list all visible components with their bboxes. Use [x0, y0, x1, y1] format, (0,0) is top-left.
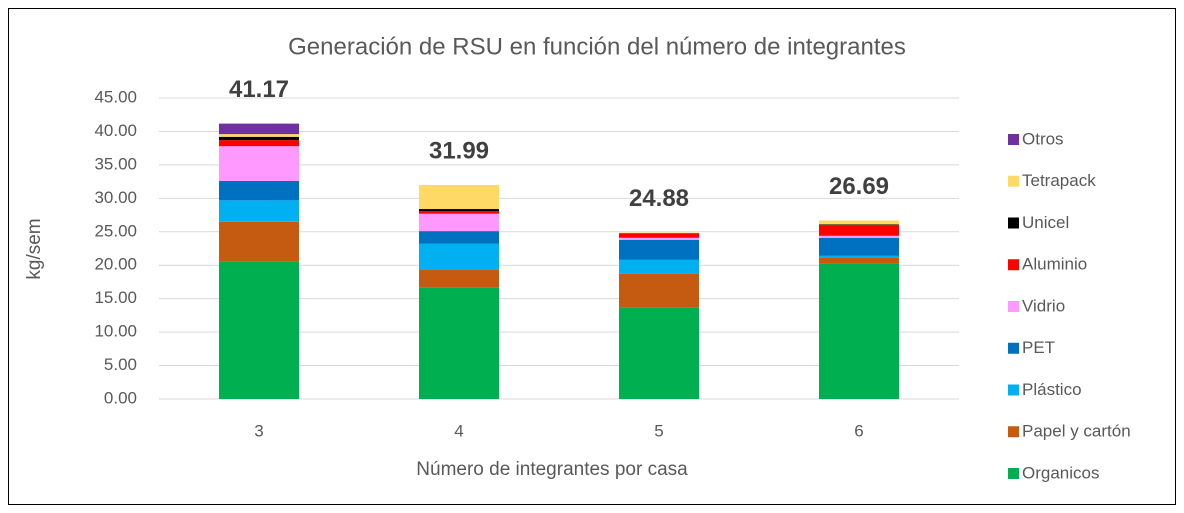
- legend-swatch: [1008, 384, 1019, 396]
- bar-segment: [819, 257, 899, 264]
- y-tick-label: 10.00: [94, 322, 137, 341]
- legend-label: Vidrio: [1022, 296, 1065, 315]
- legend-swatch: [1008, 468, 1019, 479]
- y-tick-label: 35.00: [94, 154, 137, 173]
- bar-segment: [619, 232, 699, 234]
- legend-label: Plástico: [1022, 380, 1082, 399]
- legend-swatch: [1008, 259, 1019, 271]
- total-label: 31.99: [429, 137, 489, 164]
- bar-segment: [819, 225, 899, 236]
- bar-segment: [419, 287, 499, 399]
- bar-segment: [219, 140, 299, 147]
- y-tick-label: 40.00: [94, 121, 137, 140]
- bar-segment: [619, 273, 699, 308]
- bar-segment: [219, 221, 299, 262]
- legend-label: Papel y cartón: [1022, 422, 1131, 441]
- legend-swatch: [1008, 301, 1019, 312]
- legend-label: Aluminio: [1022, 255, 1087, 274]
- bar-segment: [419, 231, 499, 244]
- total-label: 24.88: [629, 185, 689, 212]
- y-tick-label: 25.00: [94, 221, 137, 240]
- legend-swatch: [1008, 426, 1019, 438]
- bar-segment: [619, 307, 699, 399]
- bar-segment: [419, 209, 499, 212]
- bar-segment: [219, 180, 299, 201]
- x-axis-label: Número de integrantes por casa: [416, 459, 688, 480]
- legend-label: Unicel: [1022, 213, 1069, 232]
- chart-frame: [8, 8, 1176, 505]
- bar-segment: [619, 259, 699, 274]
- bar-segment: [819, 255, 899, 258]
- bar-segment: [419, 213, 499, 232]
- legend-swatch: [1008, 175, 1019, 187]
- bar-segment: [819, 224, 899, 226]
- legend-swatch: [1008, 342, 1019, 354]
- bar-segment: [219, 136, 299, 141]
- bar-segment: [619, 237, 699, 240]
- chart-title: Generación de RSU en función del número …: [288, 33, 906, 60]
- bar-segment: [219, 200, 299, 222]
- y-tick-label: 5.00: [104, 355, 137, 374]
- bar-segment: [819, 220, 899, 225]
- bar-segment: [219, 123, 299, 135]
- bar-segment: [819, 263, 899, 399]
- x-tick-label: 5: [654, 421, 663, 440]
- x-tick-label: 4: [454, 421, 463, 440]
- bar-segment: [219, 261, 299, 399]
- legend-label: Tetrapack: [1022, 171, 1096, 190]
- legend-swatch: [1008, 217, 1019, 229]
- bar-segment: [819, 235, 899, 238]
- y-tick-label: 20.00: [94, 255, 137, 274]
- legend-label: Organicos: [1022, 463, 1099, 482]
- y-tick-label: 0.00: [104, 388, 137, 407]
- bar-segment: [619, 233, 699, 238]
- legend-label: Otros: [1022, 129, 1064, 148]
- legend-swatch: [1008, 134, 1019, 145]
- bar-segment: [419, 269, 499, 288]
- x-tick-label: 6: [854, 421, 863, 440]
- y-axis-label: kg/sem: [24, 218, 45, 279]
- bar-segment: [819, 237, 899, 256]
- total-label: 41.17: [229, 76, 289, 103]
- x-tick-label: 3: [254, 421, 263, 440]
- bar-segment: [619, 239, 699, 260]
- y-tick-label: 15.00: [94, 288, 137, 307]
- total-label: 26.69: [829, 173, 889, 200]
- bar-segment: [219, 134, 299, 137]
- bar-segment: [419, 185, 499, 210]
- y-tick-label: 30.00: [94, 188, 137, 207]
- bar-segment: [419, 243, 499, 270]
- bar-segment: [219, 146, 299, 181]
- y-tick-label: 45.00: [94, 87, 137, 106]
- bar-segment: [419, 211, 499, 214]
- legend-label: PET: [1022, 338, 1055, 357]
